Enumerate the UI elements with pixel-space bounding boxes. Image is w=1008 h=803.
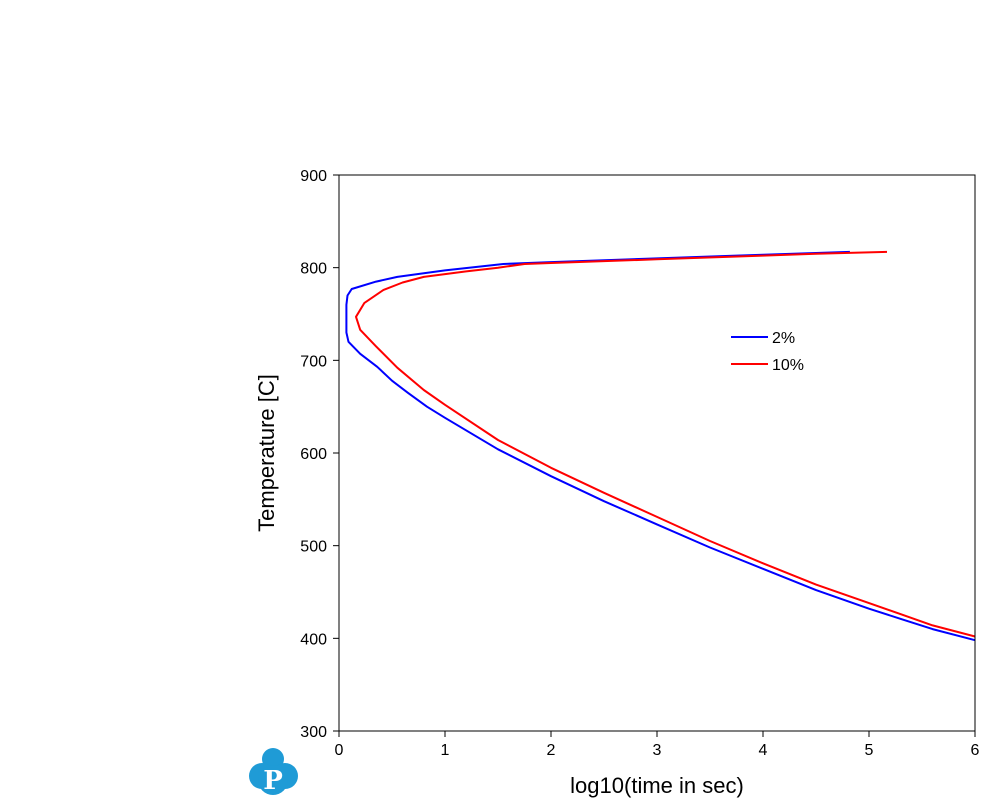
y-tick-label: 600 bbox=[300, 446, 327, 463]
x-tick-label: 0 bbox=[335, 742, 344, 759]
y-tick-label: 800 bbox=[300, 261, 327, 278]
y-tick-label: 300 bbox=[300, 724, 327, 741]
series-line-1 bbox=[345, 250, 976, 642]
x-axis-ticks: 0 1 2 3 4 5 6 bbox=[335, 731, 980, 759]
x-tick-label: 5 bbox=[865, 742, 874, 759]
series-line-2 bbox=[355, 250, 976, 638]
logo-circle bbox=[258, 765, 288, 795]
y-tick-label: 500 bbox=[300, 539, 327, 556]
y-axis-ticks: 300 400 500 600 700 800 900 bbox=[300, 168, 339, 741]
y-tick-label: 900 bbox=[300, 168, 327, 185]
y-axis-title: Temperature [C] bbox=[254, 374, 279, 532]
legend: 2% 10% bbox=[731, 330, 804, 374]
y-tick-label: 400 bbox=[300, 631, 327, 648]
x-tick-label: 2 bbox=[547, 742, 556, 759]
logo-icon: P bbox=[249, 748, 298, 796]
x-axis-title: log10(time in sec) bbox=[570, 773, 744, 798]
logo-letter: P bbox=[263, 766, 283, 796]
x-tick-label: 4 bbox=[759, 742, 768, 759]
x-tick-label: 3 bbox=[653, 742, 662, 759]
y-tick-label: 700 bbox=[300, 353, 327, 370]
x-tick-label: 6 bbox=[971, 742, 980, 759]
plot-lines bbox=[345, 250, 976, 642]
legend-label: 10% bbox=[772, 357, 804, 374]
legend-label: 2% bbox=[772, 330, 795, 347]
x-tick-label: 1 bbox=[441, 742, 450, 759]
